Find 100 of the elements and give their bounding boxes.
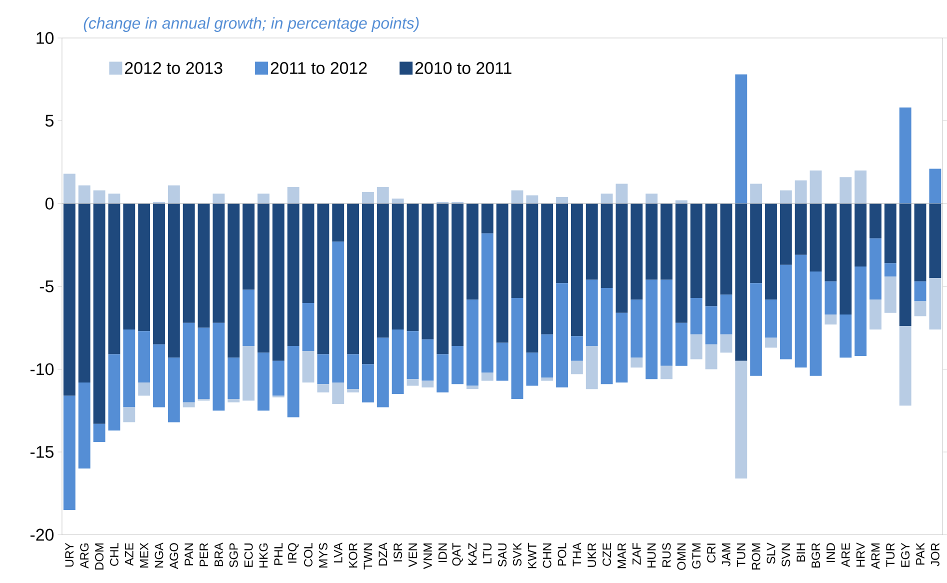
x-tick-label: CZE <box>602 543 612 566</box>
bar <box>854 170 867 204</box>
bar <box>870 238 882 300</box>
x-tick-label: ISR <box>394 543 402 562</box>
bar <box>675 322 688 366</box>
x-tick-label: PAN <box>184 544 193 566</box>
x-tick-label: AGO <box>170 543 178 570</box>
bar <box>362 364 374 402</box>
bar <box>406 379 419 386</box>
x-tick-label: THA <box>572 542 582 566</box>
x-tick-label: ARE <box>842 543 850 568</box>
bar <box>690 298 702 335</box>
x-tick-label: PHL <box>274 543 283 565</box>
bar <box>660 204 672 280</box>
x-tick-label: POL <box>558 543 566 566</box>
bar <box>511 204 524 298</box>
bar <box>840 204 852 315</box>
x-tick-label: BIH <box>796 544 805 562</box>
bar <box>123 204 136 330</box>
bar <box>182 402 195 408</box>
x-tick-label: TWN <box>364 544 372 570</box>
bar <box>78 185 90 204</box>
legend-label: 2011 to 2012 <box>270 62 367 74</box>
bar <box>212 322 225 411</box>
bar <box>182 204 195 323</box>
bar <box>228 399 240 402</box>
bar <box>586 204 598 280</box>
x-tick-label: VEN <box>408 544 417 568</box>
bar <box>810 272 822 376</box>
legend-label: 2012 to 2013 <box>125 62 222 74</box>
bar <box>78 382 90 469</box>
bar <box>675 204 688 323</box>
x-tick-label: JOR <box>930 543 940 566</box>
bar <box>466 204 478 300</box>
bar <box>302 303 314 352</box>
bar <box>93 190 106 204</box>
bar <box>347 354 360 390</box>
bar <box>496 204 508 343</box>
bar <box>347 389 360 392</box>
bar <box>481 204 494 234</box>
bar <box>258 352 270 411</box>
bar <box>780 204 792 265</box>
x-tick-label: QAT <box>452 542 463 566</box>
x-tick-label: KAZ <box>468 543 477 565</box>
x-tick-label: TUN <box>736 544 746 567</box>
bar <box>138 331 150 383</box>
x-tick-label: MAR <box>618 543 626 568</box>
x-tick-label: PAK <box>916 542 924 565</box>
x-tick-label: COL <box>304 543 312 567</box>
bar <box>376 338 389 408</box>
bar <box>287 204 300 346</box>
bar <box>556 283 568 388</box>
bar <box>422 380 434 388</box>
x-tick-label: KWT <box>528 542 536 568</box>
legend-label: 2010 to 2011 <box>415 62 512 74</box>
bar <box>317 204 330 354</box>
bar <box>646 194 658 204</box>
bar <box>317 354 330 384</box>
x-tick-label: HKG <box>259 544 268 568</box>
x-tick-label: RUS <box>662 543 671 567</box>
bar <box>272 361 284 396</box>
x-tick-label: TUR <box>886 543 895 567</box>
bar <box>198 328 210 400</box>
bar <box>929 168 942 204</box>
bar <box>914 204 926 282</box>
bar <box>899 204 912 326</box>
bar <box>511 298 524 400</box>
bar <box>914 282 926 302</box>
bar <box>884 276 896 313</box>
x-tick-label: DZA <box>378 542 388 566</box>
x-tick-label: IND <box>826 543 835 562</box>
bar <box>466 386 478 390</box>
x-tick-label: SVN <box>782 544 790 567</box>
bar <box>63 204 76 396</box>
bar <box>481 234 494 373</box>
bar <box>108 194 120 204</box>
bar <box>570 361 583 374</box>
x-tick-label: MEX <box>140 542 148 568</box>
x-tick-label: ARG <box>80 544 89 569</box>
bar <box>556 204 568 284</box>
bar <box>840 177 852 204</box>
bar <box>705 344 718 370</box>
bar <box>406 331 419 380</box>
bar <box>690 204 702 298</box>
bar <box>690 334 702 360</box>
y-tick-label: 10 <box>36 32 54 44</box>
bar <box>780 264 792 360</box>
bar <box>646 280 658 380</box>
bar <box>840 314 852 358</box>
bar <box>750 283 762 376</box>
bar <box>556 197 568 204</box>
bar <box>600 204 613 288</box>
x-tick-label: BGR <box>812 543 820 568</box>
bar <box>138 204 150 332</box>
bar <box>630 358 643 368</box>
bar <box>93 204 106 424</box>
bar <box>153 344 165 408</box>
bar <box>794 204 807 256</box>
bar <box>347 204 360 354</box>
bar <box>705 306 718 344</box>
